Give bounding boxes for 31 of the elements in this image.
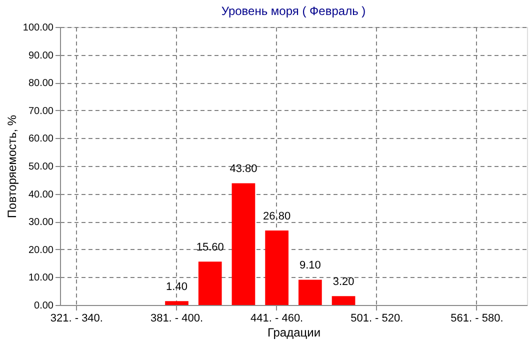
y-tick-label: 40.00 (28, 189, 54, 200)
data-label: 9.10 (299, 260, 321, 272)
data-label: 3.20 (332, 276, 354, 288)
x-axis-title: Градации (267, 326, 321, 340)
y-tick-label: 30.00 (28, 217, 54, 228)
x-tick-label: 501. - 520. (350, 312, 404, 324)
bar (165, 301, 188, 305)
chart-title: Уровень моря ( Февраль ) (221, 4, 366, 18)
y-tick-label: 70.00 (28, 106, 54, 117)
y-tick-label: 20.00 (28, 244, 54, 256)
y-tick-label: 100.00 (22, 22, 54, 34)
data-label: 26.80 (263, 210, 291, 222)
data-label: 15.60 (196, 242, 224, 254)
x-tick-label: 321. - 340. (50, 312, 103, 324)
y-tick-label: 60.00 (28, 134, 54, 145)
bar (198, 262, 222, 305)
x-tick-label: 561. - 580. (450, 312, 504, 324)
y-axis-title: Повторяемость, % (4, 114, 19, 218)
y-tick-label: 50.00 (28, 162, 54, 172)
x-tick-label: 381. - 400. (150, 312, 204, 324)
bar (298, 280, 322, 305)
y-tick-label: 80.00 (28, 78, 54, 90)
data-label: 43.80 (230, 163, 258, 176)
y-tick-label: 0.00 (34, 300, 54, 312)
data-label: 1.40 (166, 281, 188, 294)
bar (265, 230, 288, 305)
bar (232, 183, 256, 305)
bar (332, 296, 356, 305)
x-tick-label: 441. - 460. (250, 312, 304, 324)
y-tick-label: 10.00 (28, 272, 54, 284)
y-tick-label: 90.00 (28, 50, 54, 62)
